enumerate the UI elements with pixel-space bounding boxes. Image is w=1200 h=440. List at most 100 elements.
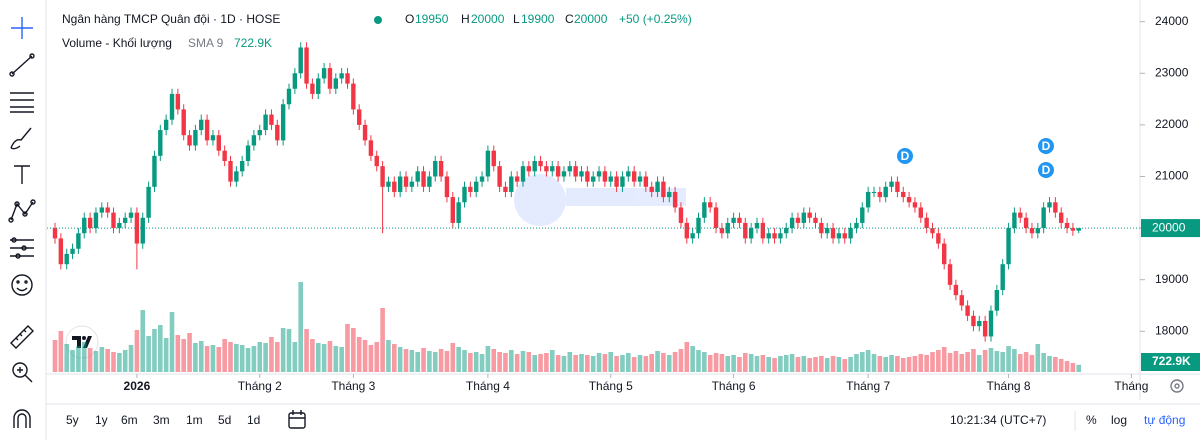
range-button[interactable]: 1d <box>247 413 260 427</box>
candle-body <box>684 222 689 239</box>
candle-body <box>550 166 555 172</box>
volume-tag-label: 722.9K <box>1152 354 1191 368</box>
goto-date-button[interactable] <box>288 410 306 429</box>
volume-bar <box>567 352 573 372</box>
volume-bar <box>953 351 959 372</box>
ohlc-label: O <box>405 12 414 26</box>
volume-bar <box>105 349 110 372</box>
candle-body <box>748 228 754 239</box>
percent-toggle[interactable]: % <box>1086 413 1097 427</box>
volume-bar <box>1053 357 1058 372</box>
volume-bar <box>444 351 450 372</box>
range-button[interactable]: 5y <box>66 413 79 427</box>
candle-body <box>871 191 877 193</box>
text-tool[interactable] <box>14 165 30 184</box>
dividend-marker[interactable] <box>897 148 913 164</box>
candle-body <box>386 181 391 187</box>
candle-body <box>257 130 262 136</box>
candle-body <box>737 217 742 223</box>
volume-bar <box>509 350 514 372</box>
log-toggle[interactable]: log <box>1111 413 1127 427</box>
range-button[interactable]: 3m <box>153 413 170 427</box>
symbol-title: Ngân hàng TMCP Quân đội · 1D · HOSE <box>62 12 280 26</box>
volume-bar <box>356 337 362 372</box>
trend-line-tool[interactable] <box>9 53 35 77</box>
candle-body <box>76 233 81 249</box>
volume-bar <box>298 282 303 372</box>
volume-bar <box>1070 363 1076 372</box>
volume-bar <box>245 348 251 372</box>
crosshair-tool[interactable] <box>11 17 33 39</box>
volume-bar <box>304 329 309 372</box>
candle-body <box>392 181 397 192</box>
candle-body <box>977 320 982 327</box>
volume-bar <box>795 357 801 372</box>
candle-body <box>895 181 900 192</box>
candle-body <box>152 155 157 187</box>
candle-body <box>982 320 988 337</box>
zoom-tool[interactable] <box>12 362 33 383</box>
price-tag-label: 20000 <box>1152 220 1186 234</box>
candle-body <box>661 181 666 198</box>
volume-bar <box>1023 352 1029 372</box>
volume-bar <box>924 355 929 372</box>
candle-body <box>93 212 99 229</box>
volume-bar <box>181 339 186 372</box>
candle-body <box>491 150 496 167</box>
range-button[interactable]: 1m <box>186 413 203 427</box>
volume-bar <box>544 353 549 372</box>
y-tick-label: 19000 <box>1155 272 1189 286</box>
volume-bar <box>380 308 385 372</box>
candle-body <box>754 222 760 229</box>
range-button[interactable]: 6m <box>121 413 138 427</box>
volume-bar <box>456 347 461 372</box>
settings-button[interactable] <box>1170 379 1184 393</box>
brush-tool[interactable] <box>10 127 32 150</box>
candle-body <box>111 212 116 229</box>
auto-toggle[interactable]: tự động <box>1144 413 1185 427</box>
x-tick-label: Tháng 2 <box>238 379 282 393</box>
range-button[interactable]: 1y <box>95 413 108 427</box>
candle-body <box>947 264 953 285</box>
volume-bar <box>99 347 105 372</box>
volume-bar <box>146 336 151 372</box>
volume-bar <box>754 356 760 372</box>
fib-tool[interactable] <box>10 92 34 113</box>
candle-body <box>58 238 64 265</box>
volume-bar <box>789 354 795 372</box>
range-button[interactable]: 5d <box>218 413 231 427</box>
pattern-tool[interactable] <box>8 199 36 223</box>
ruler-tool[interactable] <box>10 325 34 349</box>
candle-body <box>140 217 145 244</box>
market-status-dot <box>374 16 382 24</box>
candle-body <box>637 176 643 182</box>
candle-body <box>1000 264 1005 291</box>
magnet-tool[interactable] <box>13 409 31 428</box>
volume-bar <box>450 343 456 372</box>
volume-bar <box>719 354 725 372</box>
volume-bar <box>163 338 169 372</box>
volume-bar <box>70 350 75 372</box>
volume-bar <box>988 348 994 372</box>
volume-bar <box>263 343 268 372</box>
candle-body <box>1076 228 1081 231</box>
prediction-tool[interactable] <box>10 237 34 259</box>
volume-bar <box>1035 344 1041 372</box>
candle-body <box>509 176 514 192</box>
candle-body <box>187 135 192 146</box>
volume-tag <box>1141 353 1200 371</box>
candle-body <box>128 212 134 218</box>
ohlc-label: C <box>565 12 574 26</box>
dividend-marker[interactable] <box>1038 162 1054 178</box>
candle-body <box>1023 217 1029 229</box>
volume-bar <box>883 357 888 372</box>
dividend-marker[interactable] <box>1038 138 1054 154</box>
candle-body <box>444 176 450 198</box>
volume-bar <box>743 353 748 372</box>
emoji-tool[interactable] <box>11 274 33 296</box>
volume-bar <box>485 346 491 372</box>
candle-body <box>1041 207 1046 229</box>
candle-body <box>345 73 350 84</box>
candle-body <box>438 161 444 177</box>
volume-bar <box>111 352 116 372</box>
